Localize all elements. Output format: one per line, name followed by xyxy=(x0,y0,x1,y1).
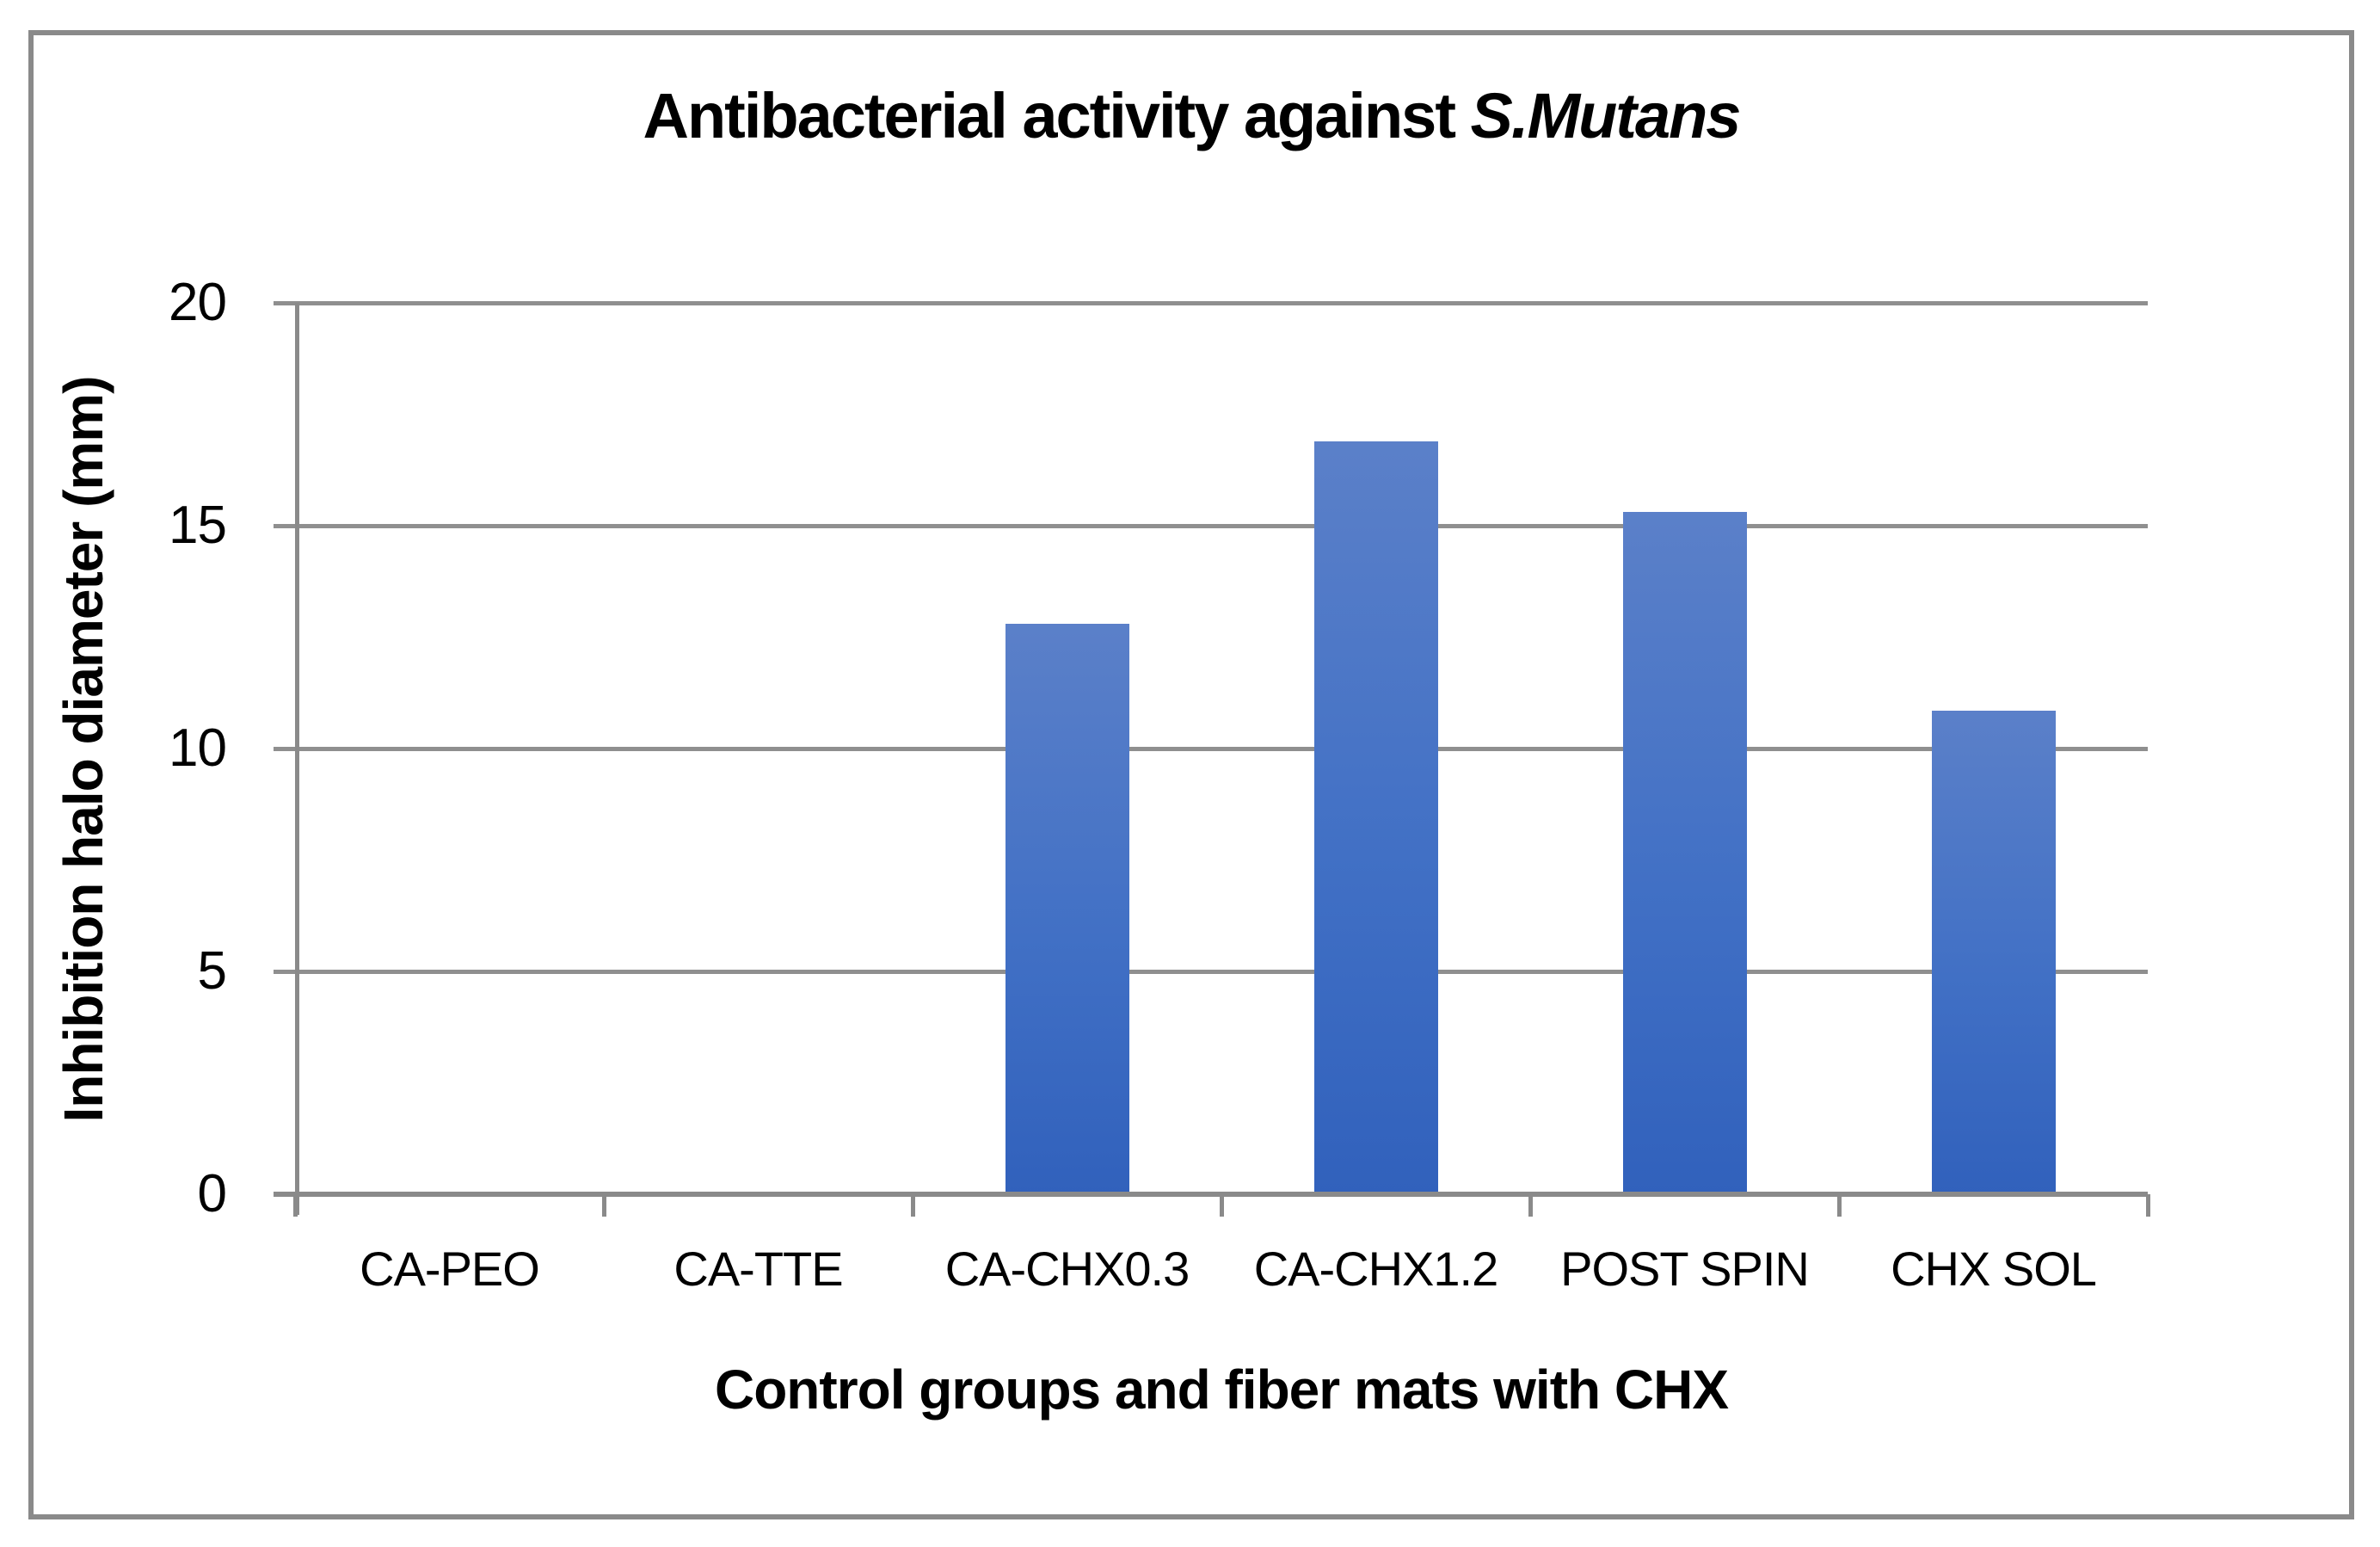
x-axis-tick xyxy=(293,1194,298,1217)
chart-title-text: Antibacterial activity against xyxy=(643,80,1471,151)
y-axis-line xyxy=(295,303,299,1215)
chart-title-species: S.Mutans xyxy=(1470,80,1742,151)
y-tick-label-5: 5 xyxy=(197,941,227,1001)
y-tick-label-20: 20 xyxy=(169,273,227,332)
x-axis-tick xyxy=(2146,1194,2150,1217)
y-tick-label-10: 10 xyxy=(169,718,227,778)
gridline-y5 xyxy=(274,970,2148,974)
y-tick-label-0: 0 xyxy=(197,1164,227,1223)
x-axis-tick xyxy=(602,1194,606,1217)
gridline-y15 xyxy=(274,524,2148,528)
x-category-label-ca-tte: CA-TTE xyxy=(673,1242,843,1296)
y-tick-label-15: 15 xyxy=(169,496,227,555)
x-axis-line xyxy=(274,1192,2148,1197)
x-category-label-ca-chx1.2: CA-CHX1.2 xyxy=(1253,1242,1499,1296)
bar-ca-chx0.3 xyxy=(1005,623,1129,1194)
x-axis-tick xyxy=(1528,1194,1533,1217)
x-category-label-ca-peo: CA-PEO xyxy=(360,1242,540,1296)
x-axis-tick xyxy=(911,1194,915,1217)
x-category-label-chx-sol: CHX SOL xyxy=(1891,1242,2097,1296)
x-axis-tick xyxy=(1220,1194,1224,1217)
bar-ca-chx1.2 xyxy=(1313,441,1438,1194)
x-axis-tick xyxy=(1837,1194,1842,1217)
x-category-label-post-spin: POST SPIN xyxy=(1560,1242,1810,1296)
x-category-label-ca-chx0.3: CA-CHX0.3 xyxy=(944,1242,1190,1296)
gridline-y20 xyxy=(274,301,2148,305)
chart-title: Antibacterial activity against S.Mutans xyxy=(28,79,2354,152)
gridline-y10 xyxy=(274,747,2148,751)
x-axis-title: Control groups and fiber mats with CHX xyxy=(714,1359,1729,1421)
bar-chx-sol xyxy=(1931,710,2056,1194)
bar-post-spin xyxy=(1622,512,1747,1194)
